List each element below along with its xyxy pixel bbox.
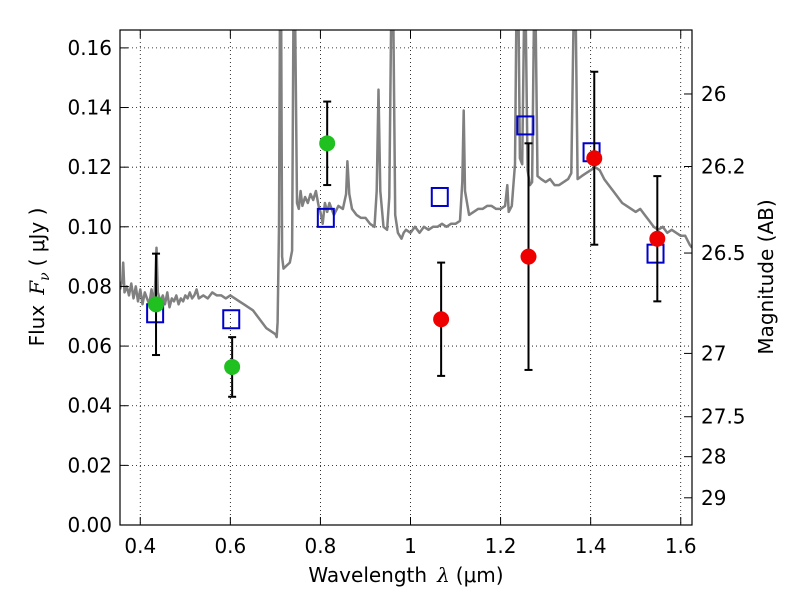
x-tick-label: 0.8 xyxy=(305,534,337,558)
photometry-point xyxy=(319,135,336,152)
y-axis-label-unit: ( μJy ) xyxy=(25,208,49,267)
x-axis-label-unit: (μm) xyxy=(456,563,504,587)
y2-tick-label: 26 xyxy=(701,82,726,106)
model-square-marker xyxy=(222,309,241,330)
photometry-point xyxy=(224,358,241,375)
y2-tick-label: 27 xyxy=(701,341,726,365)
plot-background xyxy=(120,30,692,525)
y2-axis-label: Magnitude (AB) xyxy=(754,199,778,354)
model-square-marker xyxy=(516,115,535,136)
y-tick-label: 0.00 xyxy=(67,513,112,537)
y-axis-label-symbol: F xyxy=(25,280,49,296)
y-tick-label: 0.06 xyxy=(67,334,112,358)
photometry-point xyxy=(586,150,603,167)
y-tick-label: 0.08 xyxy=(67,274,112,298)
x-axis-label-word: Wavelength xyxy=(308,563,427,587)
photometry-point xyxy=(649,230,666,247)
y-tick-label: 0.14 xyxy=(67,96,112,120)
model-square-marker xyxy=(316,207,335,228)
x-tick-label: 1.6 xyxy=(665,534,697,558)
model-square-marker xyxy=(430,186,449,207)
photometry-point xyxy=(433,311,450,328)
y-axis-label-word: Flux xyxy=(25,305,49,347)
y-tick-label: 0.10 xyxy=(67,215,112,239)
x-tick-label: 0.4 xyxy=(124,534,156,558)
photometry-point xyxy=(520,248,537,265)
x-tick-label: 1.2 xyxy=(485,534,517,558)
y2-tick-label: 29 xyxy=(701,486,726,510)
x-axis-label: Wavelength λ (μm) xyxy=(308,563,503,587)
spectrum-line xyxy=(120,30,692,339)
observed-photometry-points xyxy=(148,70,666,398)
y2-tick-label: 26.5 xyxy=(701,241,746,265)
plot-frame xyxy=(119,29,693,526)
x-tick-label: 0.6 xyxy=(214,534,246,558)
x-axis-label-symbol: λ xyxy=(436,563,450,587)
photometry-point xyxy=(148,296,165,313)
y2-tick-label: 27.5 xyxy=(701,405,746,429)
y-axis-label: Flux Fν ( μJy ) xyxy=(25,208,53,347)
model-spectrum xyxy=(120,30,692,339)
y2-tick-label: 28 xyxy=(701,445,726,469)
axis-ticks: 0.4 0.6 0.8 1 1.2 1.4 1.6 0.00 0.02 0.04 0.06 0.08 0… xyxy=(67,30,746,558)
y-tick-label: 0.12 xyxy=(67,155,112,179)
x-tick-label: 1.4 xyxy=(575,534,607,558)
y2-tick-label: 26.2 xyxy=(701,154,746,178)
x-tick-label: 1 xyxy=(404,534,417,558)
y-tick-label: 0.02 xyxy=(67,453,112,477)
y-axis-label-subscript: ν xyxy=(37,272,53,281)
y-tick-label: 0.04 xyxy=(67,394,112,418)
y-tick-label: 0.16 xyxy=(67,36,112,60)
